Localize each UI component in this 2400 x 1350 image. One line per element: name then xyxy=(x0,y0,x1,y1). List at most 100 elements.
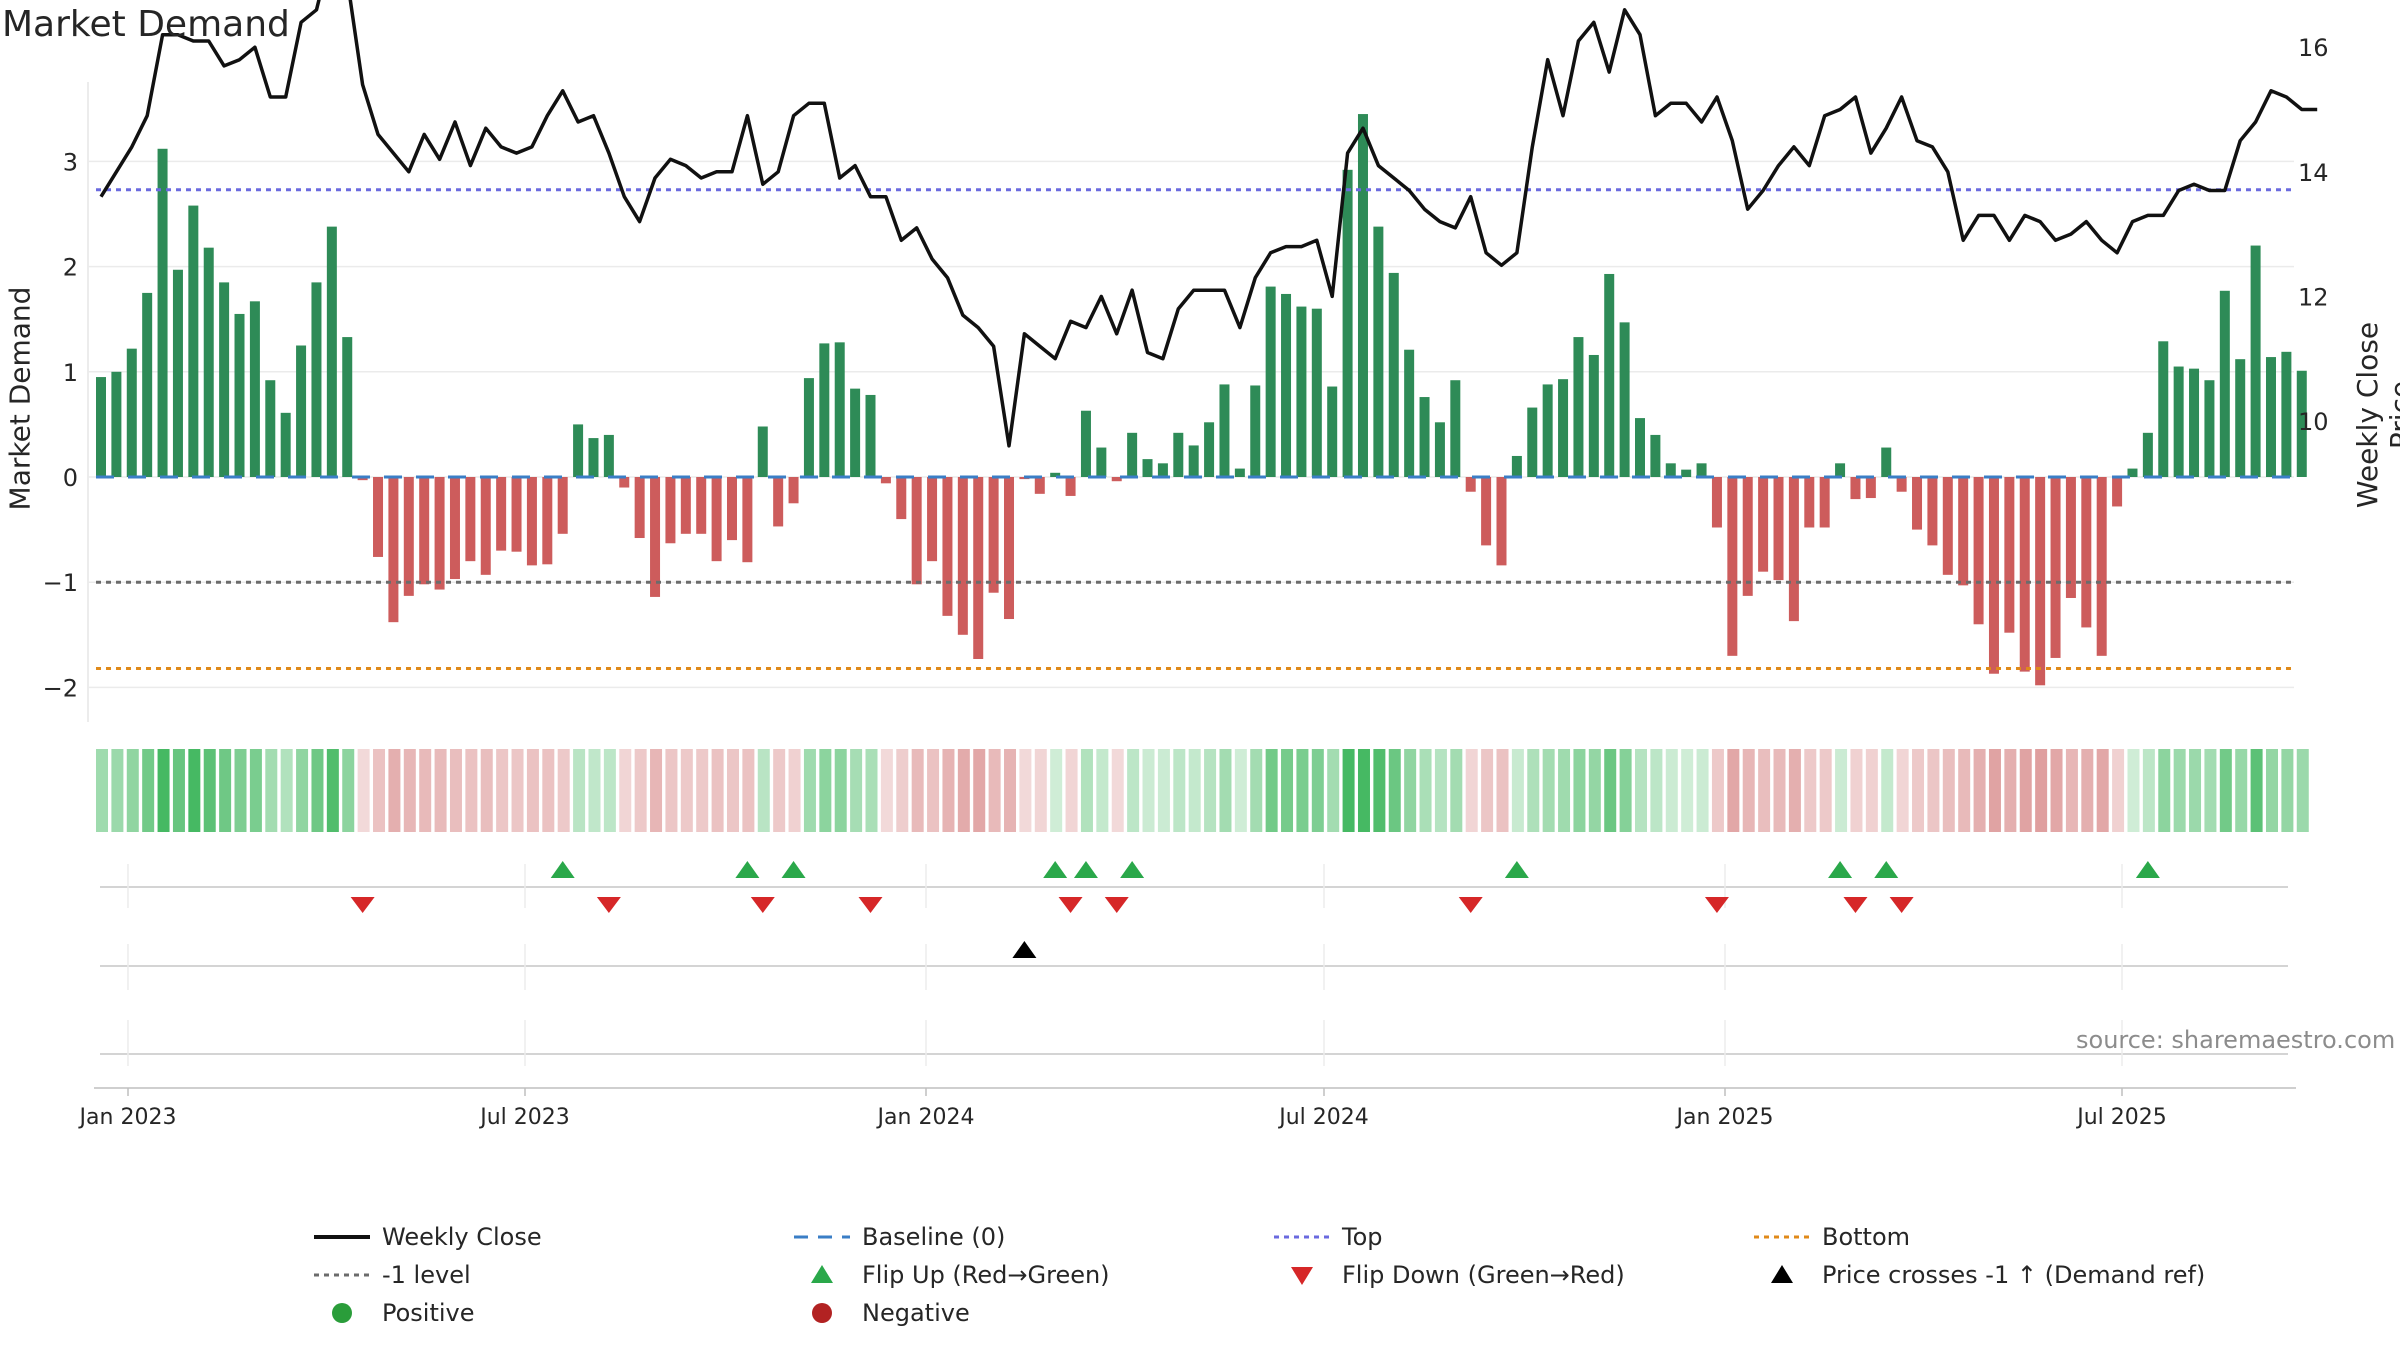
heat-cell xyxy=(1096,749,1109,832)
heat-cell xyxy=(973,749,986,832)
heat-cell xyxy=(880,749,893,832)
demand-bar xyxy=(788,477,799,504)
heat-cell xyxy=(2035,749,2048,832)
demand-bar xyxy=(142,292,153,477)
demand-bar xyxy=(419,477,430,585)
heat-cell xyxy=(1711,749,1724,832)
heat-cell xyxy=(742,749,755,832)
demand-bar xyxy=(1219,384,1230,477)
heat-cell xyxy=(249,749,262,832)
heat-cell xyxy=(542,749,555,832)
y-tick-label-left: 3 xyxy=(63,148,78,176)
heat-cell xyxy=(680,749,693,832)
demand-bar xyxy=(1619,322,1630,477)
heat-cell xyxy=(203,749,216,832)
heat-cell xyxy=(1896,749,1909,832)
heat-cell xyxy=(1357,749,1370,832)
demand-bar xyxy=(265,380,276,477)
demand-bar xyxy=(896,477,907,520)
heat-cell xyxy=(172,749,185,832)
demand-bar xyxy=(1511,455,1522,477)
demand-bar xyxy=(1896,477,1907,492)
demand-bar xyxy=(865,394,876,477)
demand-bar xyxy=(157,148,168,477)
heat-cell xyxy=(511,749,524,832)
legend-item-baseline: Baseline (0) xyxy=(780,1218,1005,1256)
heat-cell xyxy=(1635,749,1647,832)
heat-cell xyxy=(434,749,447,832)
main-plot xyxy=(87,0,2318,722)
heat-cell xyxy=(2189,749,2202,832)
heat-cell xyxy=(1111,749,1124,832)
demand-bar xyxy=(1973,477,1984,625)
demand-bar xyxy=(1004,477,1015,620)
demand-bar xyxy=(526,477,537,566)
heat-cell xyxy=(2142,749,2155,832)
heat-cell xyxy=(280,749,293,832)
demand-bar xyxy=(573,424,584,477)
price-cross-marker xyxy=(1012,941,1037,958)
demand-bar xyxy=(711,477,722,562)
y-tick-label-left: −2 xyxy=(43,674,78,702)
flip-up-marker xyxy=(550,861,575,878)
legend-item-minus1-level: -1 level xyxy=(300,1256,471,1294)
demand-bar xyxy=(311,282,322,477)
legend-label: Weekly Close xyxy=(382,1223,542,1251)
demand-bar xyxy=(1127,432,1138,477)
heat-cell xyxy=(2235,749,2248,832)
heat-cell xyxy=(2112,749,2125,832)
demand-bar xyxy=(1188,445,1199,477)
legend-swatch-baseline xyxy=(794,1235,850,1239)
demand-bar xyxy=(280,412,291,477)
demand-bar xyxy=(634,477,645,539)
flip-up-marker xyxy=(735,861,760,878)
demand-bar xyxy=(1296,306,1307,477)
legend-item-flip-down: Flip Down (Green→Red) xyxy=(1260,1256,1625,1294)
heat-cell xyxy=(696,749,709,832)
demand-bar xyxy=(880,477,891,484)
heat-cell xyxy=(111,749,124,832)
demand-bar xyxy=(1096,447,1107,477)
demand-bar xyxy=(819,343,830,477)
heat-cell xyxy=(2050,749,2063,832)
heat-cell xyxy=(2158,749,2171,832)
heat-cell xyxy=(1065,749,1078,832)
heat-strip xyxy=(96,749,2309,832)
heat-cell xyxy=(1511,749,1524,832)
heat-cell xyxy=(850,749,863,832)
heat-cell xyxy=(2204,749,2217,832)
x-tick-label: Jan 2025 xyxy=(1675,1105,1774,1130)
demand-bar xyxy=(1988,477,1999,674)
demand-bar xyxy=(911,477,922,585)
demand-bar xyxy=(2096,477,2107,656)
demand-bar xyxy=(1234,468,1245,477)
demand-bar xyxy=(1958,477,1969,586)
heat-cell xyxy=(526,749,539,832)
demand-bar xyxy=(1758,477,1769,572)
heat-cell xyxy=(1157,749,1170,832)
legend-label: -1 level xyxy=(382,1261,471,1289)
demand-bar xyxy=(2265,357,2276,477)
demand-bar xyxy=(1481,477,1492,546)
heat-cell xyxy=(803,749,816,832)
demand-bar xyxy=(1265,286,1276,477)
demand-bar xyxy=(757,426,768,477)
demand-bar xyxy=(1080,410,1091,477)
demand-bar xyxy=(296,345,307,477)
heat-cell xyxy=(1481,749,1494,832)
heat-cell xyxy=(1681,749,1694,832)
heat-cell xyxy=(988,749,1001,832)
demand-bar xyxy=(1342,169,1353,478)
legend-swatch-weekly-close xyxy=(314,1235,370,1239)
heat-cell xyxy=(650,749,663,832)
heat-cell xyxy=(465,749,478,832)
demand-bar xyxy=(480,477,491,575)
flip-down-marker xyxy=(1458,897,1483,913)
triangle-up-icon xyxy=(811,1265,833,1283)
heat-cell xyxy=(1496,749,1509,832)
demand-bar xyxy=(2250,245,2261,477)
demand-bar xyxy=(973,477,984,659)
heat-cell xyxy=(1788,749,1801,832)
heat-cell xyxy=(373,749,386,832)
heat-cell xyxy=(819,749,832,832)
